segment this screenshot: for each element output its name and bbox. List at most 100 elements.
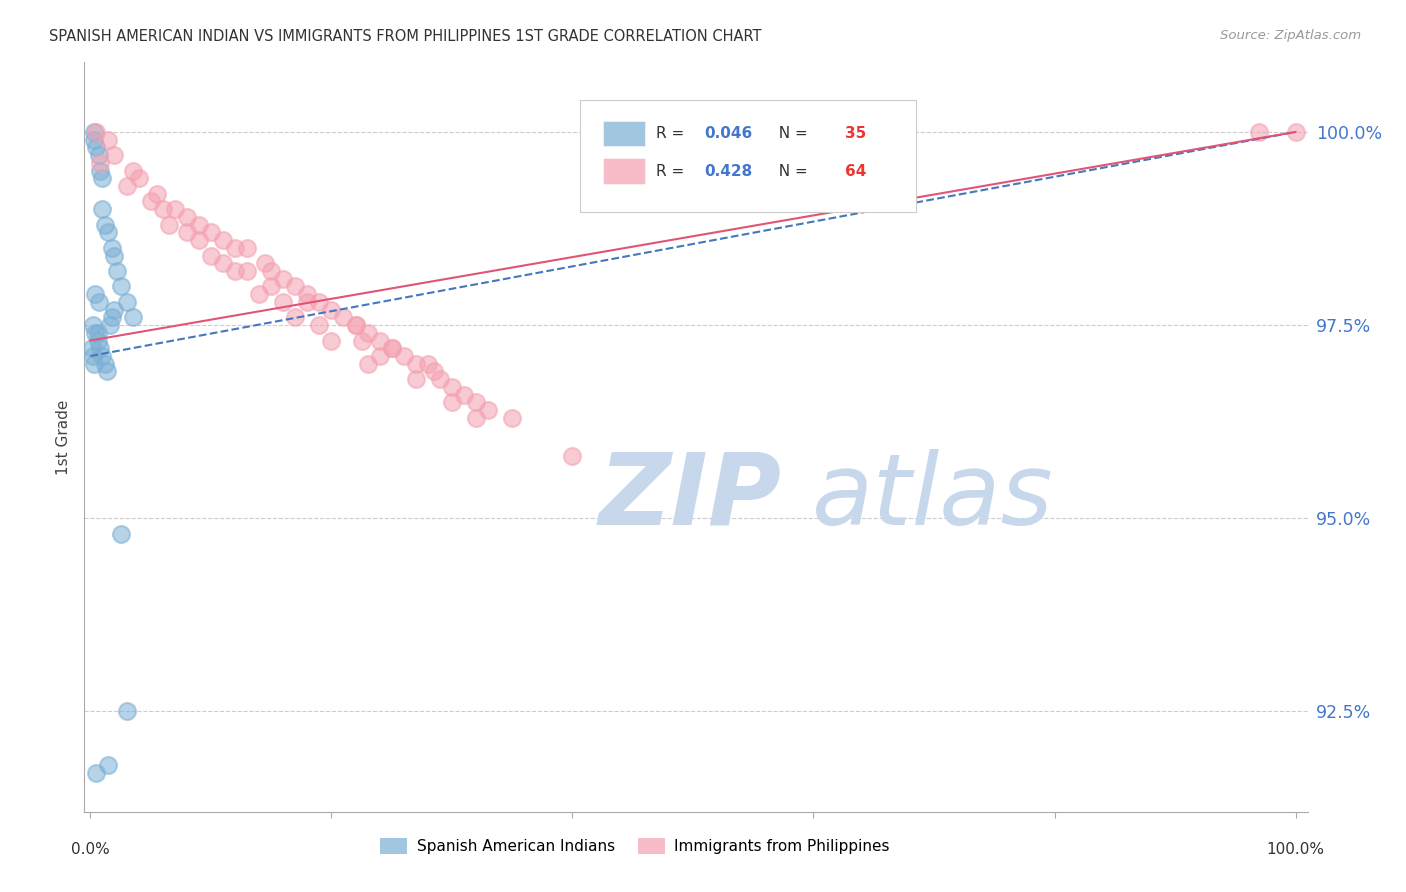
Text: 0.046: 0.046 [704,126,752,141]
Point [86,125,108,139]
Point [200,226,222,240]
Point [91,202,114,217]
Point [236,264,259,278]
Point [344,318,367,332]
Point [260,279,283,293]
Point [103,148,125,162]
Text: 0.0%: 0.0% [72,842,110,857]
Point [103,248,125,262]
Point [115,704,138,718]
Point [176,226,198,240]
Point [115,179,138,194]
Legend: Spanish American Indians, Immigrants from Philippines: Spanish American Indians, Immigrants fro… [374,832,896,860]
Text: R =: R = [655,126,689,141]
Point [101,310,124,325]
Text: R =: R = [655,163,689,178]
Point [86,140,108,154]
Point [440,395,463,409]
Y-axis label: 1st Grade: 1st Grade [56,400,72,475]
Point [254,256,277,270]
Point [87,294,110,309]
Text: 64: 64 [845,163,866,178]
Point [84,326,107,340]
Point [224,241,246,255]
Point [1284,125,1306,139]
Point [368,349,391,363]
Point [83,125,105,139]
Point [224,264,246,278]
Text: ZIP: ZIP [598,449,782,546]
Point [94,218,117,232]
Point [145,186,167,201]
Point [105,264,128,278]
Point [332,310,354,325]
Point [96,364,118,378]
Point [139,194,162,209]
Text: 100.0%: 100.0% [1267,842,1324,857]
Point [284,279,307,293]
Text: N =: N = [769,126,813,141]
Point [368,334,391,348]
Point [91,349,114,363]
Point [82,318,104,332]
Point [356,357,378,371]
Point [128,171,150,186]
Text: 35: 35 [845,126,866,141]
FancyBboxPatch shape [603,121,644,146]
Point [91,171,114,186]
Point [163,202,186,217]
Text: 0.428: 0.428 [704,163,752,178]
Point [297,287,319,301]
Point [321,302,343,317]
Point [284,310,307,325]
Point [247,287,270,301]
Text: N =: N = [769,163,813,178]
Point [110,279,132,293]
Point [97,133,120,147]
Point [187,218,209,232]
Point [89,156,111,170]
Point [271,294,294,309]
FancyBboxPatch shape [603,159,644,184]
Point [423,364,446,378]
Point [356,326,378,340]
Point [308,318,330,332]
Point [89,341,111,355]
Point [101,241,124,255]
Point [97,758,120,772]
Point [94,357,117,371]
Point [152,202,174,217]
Point [344,318,367,332]
Point [83,357,105,371]
Point [381,341,404,355]
Point [465,410,488,425]
Point [212,233,235,247]
Point [416,357,439,371]
Point [350,334,373,348]
Point [103,302,125,317]
Point [121,310,143,325]
Point [501,410,523,425]
Point [260,264,283,278]
Text: SPANISH AMERICAN INDIAN VS IMMIGRANTS FROM PHILIPPINES 1ST GRADE CORRELATION CHA: SPANISH AMERICAN INDIAN VS IMMIGRANTS FR… [49,29,762,44]
Point [86,326,108,340]
Point [121,163,143,178]
Point [1249,125,1271,139]
Point [200,248,222,262]
Point [321,334,343,348]
Point [82,349,104,363]
Point [453,387,475,401]
Point [477,403,499,417]
Point [405,357,427,371]
Point [465,395,488,409]
Point [98,318,121,332]
Point [110,526,132,541]
Point [86,334,108,348]
Point [429,372,451,386]
Point [115,294,138,309]
Point [297,294,319,309]
Point [157,218,180,232]
Text: Source: ZipAtlas.com: Source: ZipAtlas.com [1220,29,1361,42]
Point [392,349,415,363]
Point [405,372,427,386]
